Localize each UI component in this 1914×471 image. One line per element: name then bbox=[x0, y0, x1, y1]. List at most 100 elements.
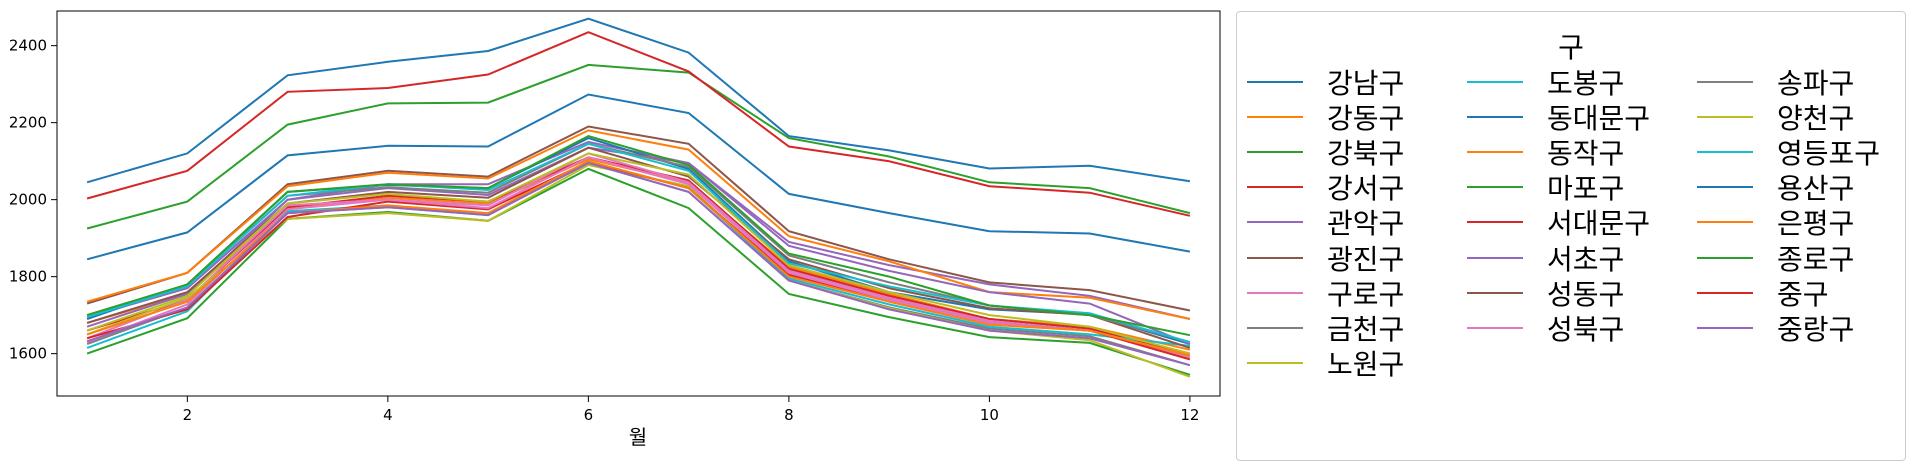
legend-label: 마포구 bbox=[1547, 172, 1625, 206]
legend-entry: 강북구 bbox=[1247, 130, 1404, 173]
x-tick-label: 4 bbox=[383, 406, 393, 424]
legend-entry: 구로구 bbox=[1247, 271, 1404, 314]
legend-entry: 성동구 bbox=[1467, 271, 1624, 314]
series-line-21 bbox=[86, 93, 1191, 261]
axis-ticks: 2 4 6 8 10 12 1600 1800 2000 2200 2400 bbox=[9, 37, 1200, 424]
legend-title: 구 bbox=[1558, 31, 1584, 64]
series-line-24 bbox=[86, 31, 1191, 217]
legend-swatch bbox=[1467, 150, 1523, 153]
legend-swatch bbox=[1697, 80, 1753, 83]
legend-label: 강북구 bbox=[1327, 136, 1405, 170]
series-line-3 bbox=[86, 167, 1191, 376]
legend-entry: 강남구 bbox=[1247, 60, 1404, 103]
legend-entry: 송파구 bbox=[1697, 60, 1854, 103]
legend-entry: 동대문구 bbox=[1467, 95, 1650, 138]
legend-entry: 종로구 bbox=[1697, 236, 1854, 279]
legend-label: 도봉구 bbox=[1547, 66, 1625, 100]
x-axis-label: 월 bbox=[629, 425, 647, 449]
legend-swatch bbox=[1697, 150, 1753, 153]
legend-swatch bbox=[1247, 186, 1303, 189]
series-line-9 bbox=[86, 163, 1191, 378]
legend-label: 강서구 bbox=[1327, 172, 1405, 206]
legend-entry: 은평구 bbox=[1697, 201, 1854, 244]
legend-swatch bbox=[1467, 80, 1523, 83]
legend-swatch bbox=[1247, 256, 1303, 259]
legend-swatch bbox=[1247, 291, 1303, 294]
legend-label: 광진구 bbox=[1327, 242, 1405, 276]
legend-label: 용산구 bbox=[1777, 172, 1855, 206]
legend-swatch bbox=[1467, 256, 1523, 259]
series-line-13 bbox=[86, 63, 1191, 230]
x-tick-label: 12 bbox=[1180, 406, 1199, 424]
legend-entry: 관악구 bbox=[1247, 201, 1404, 244]
legend-entry: 중구 bbox=[1697, 271, 1829, 314]
legend-entry: 금천구 bbox=[1247, 306, 1404, 349]
legend-label: 은평구 bbox=[1777, 207, 1855, 241]
legend-swatch bbox=[1697, 221, 1753, 224]
series-line-23 bbox=[86, 135, 1191, 337]
legend-entry: 동작구 bbox=[1467, 130, 1624, 173]
legend-swatch bbox=[1697, 326, 1753, 329]
legend-swatch bbox=[1467, 291, 1523, 294]
legend-label: 종로구 bbox=[1777, 242, 1855, 276]
legend-label: 영등포구 bbox=[1777, 136, 1881, 170]
x-tick-label: 8 bbox=[784, 406, 794, 424]
y-tick-label: 1800 bbox=[9, 268, 47, 286]
legend-label: 서대문구 bbox=[1547, 207, 1651, 241]
legend-entry: 양천구 bbox=[1697, 95, 1854, 138]
legend-entry: 중랑구 bbox=[1697, 306, 1854, 349]
legend-swatch bbox=[1467, 186, 1523, 189]
series-line-17 bbox=[86, 156, 1191, 357]
legend-swatch bbox=[1247, 150, 1303, 153]
legend-swatch bbox=[1247, 80, 1303, 83]
legend-entry: 영등포구 bbox=[1697, 130, 1880, 173]
y-tick-label: 1600 bbox=[9, 345, 47, 363]
legend-entry: 용산구 bbox=[1697, 166, 1854, 209]
series-line-25 bbox=[86, 162, 1191, 367]
legend-entry: 서대문구 bbox=[1467, 201, 1650, 244]
legend-swatch bbox=[1697, 186, 1753, 189]
legend-label: 동작구 bbox=[1547, 136, 1625, 170]
legend-label: 양천구 bbox=[1777, 101, 1855, 135]
legend-label: 중랑구 bbox=[1777, 312, 1855, 346]
legend-entry: 강서구 bbox=[1247, 166, 1404, 209]
legend-entry: 서초구 bbox=[1467, 236, 1624, 279]
plot-frame bbox=[56, 10, 1221, 397]
legend-label: 성동구 bbox=[1547, 277, 1625, 311]
legend-entry: 광진구 bbox=[1247, 236, 1404, 279]
y-tick-label: 2400 bbox=[9, 37, 47, 55]
series-line-7 bbox=[86, 152, 1191, 359]
legend-label: 강남구 bbox=[1327, 66, 1405, 100]
legend-label: 노원구 bbox=[1327, 348, 1405, 382]
legend-swatch bbox=[1247, 362, 1303, 365]
series-line-22 bbox=[86, 160, 1191, 357]
legend-label: 중구 bbox=[1777, 277, 1829, 311]
legend-entry: 강동구 bbox=[1247, 95, 1404, 138]
legend-entry: 노원구 bbox=[1247, 342, 1404, 385]
legend-label: 송파구 bbox=[1777, 66, 1855, 100]
series-line-19 bbox=[86, 152, 1191, 355]
legend-label: 동대문구 bbox=[1547, 101, 1651, 135]
legend-swatch bbox=[1697, 115, 1753, 118]
legend-label: 관악구 bbox=[1327, 207, 1405, 241]
legend-label: 성북구 bbox=[1547, 312, 1625, 346]
legend-swatch bbox=[1247, 115, 1303, 118]
legend-swatch bbox=[1247, 221, 1303, 224]
legend-swatch bbox=[1467, 326, 1523, 329]
legend: 구 강남구 강동구 강북구 강서구 관악구 광진구 구로구 금천구 노원구 도봉구 동대문구 동작구 마… bbox=[1236, 11, 1906, 461]
y-tick-label: 2000 bbox=[9, 191, 47, 209]
legend-swatch bbox=[1697, 291, 1753, 294]
series-line-1 bbox=[86, 17, 1191, 184]
legend-swatch bbox=[1697, 256, 1753, 259]
x-tick-label: 2 bbox=[183, 406, 193, 424]
x-tick-label: 10 bbox=[980, 406, 999, 424]
legend-label: 강동구 bbox=[1327, 101, 1405, 135]
y-tick-label: 2200 bbox=[9, 114, 47, 132]
x-tick-label: 6 bbox=[584, 406, 594, 424]
series-line-6 bbox=[86, 125, 1191, 312]
legend-label: 구로구 bbox=[1327, 277, 1405, 311]
legend-label: 서초구 bbox=[1547, 242, 1625, 276]
legend-swatch bbox=[1247, 326, 1303, 329]
legend-entry: 성북구 bbox=[1467, 306, 1624, 349]
